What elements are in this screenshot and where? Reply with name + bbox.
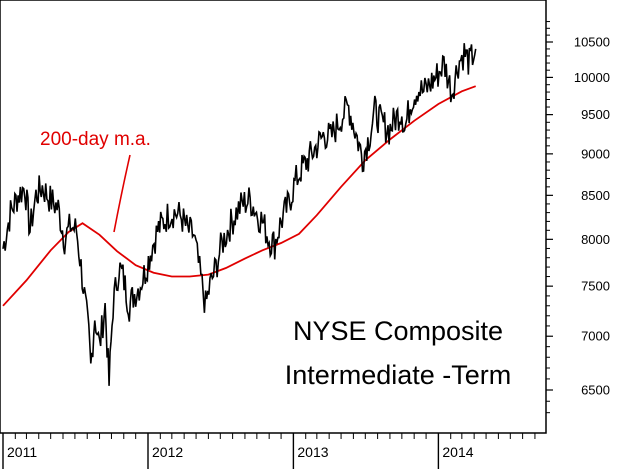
plot-border <box>0 0 547 434</box>
ma-annotation-label: 200-day m.a. <box>40 129 151 150</box>
annotation-layer: 200-day m.a. <box>40 129 151 233</box>
ma-layer <box>2 85 477 307</box>
x-tick-label-2013: 2013 <box>297 444 328 460</box>
y-tick-label-8500: 8500 <box>581 188 610 203</box>
y-tick-label-10500: 10500 <box>574 35 610 50</box>
price-layer <box>2 43 477 386</box>
x-tick-label-2012: 2012 <box>152 444 183 460</box>
chart-title: NYSE Composite <box>293 316 503 346</box>
y-tick-label-7000: 7000 <box>581 329 610 344</box>
y-tick-label-7500: 7500 <box>581 279 610 294</box>
title-layer: NYSE Composite Intermediate -Term <box>285 316 512 390</box>
y-tick-label-9000: 9000 <box>581 146 610 161</box>
y-tick-label-6500: 6500 <box>581 383 610 398</box>
price-line <box>2 43 477 386</box>
y-tick-label-9500: 9500 <box>581 107 610 122</box>
y-axis: 6500 7000 7500 8000 8500 9000 9500 10000 10500 <box>546 21 610 414</box>
y-tick-label-10000: 10000 <box>574 70 610 85</box>
x-tick-label-2014: 2014 <box>442 444 473 460</box>
y-tick-label-8000: 8000 <box>581 232 610 247</box>
ma-line <box>2 85 477 307</box>
chart-subtitle: Intermediate -Term <box>285 360 512 390</box>
x-axis: 2011 2012 2013 2014 <box>2 433 536 469</box>
plot-frame <box>0 0 547 434</box>
ma-annotation-leader <box>113 154 131 233</box>
x-tick-label-2011: 2011 <box>7 444 37 460</box>
